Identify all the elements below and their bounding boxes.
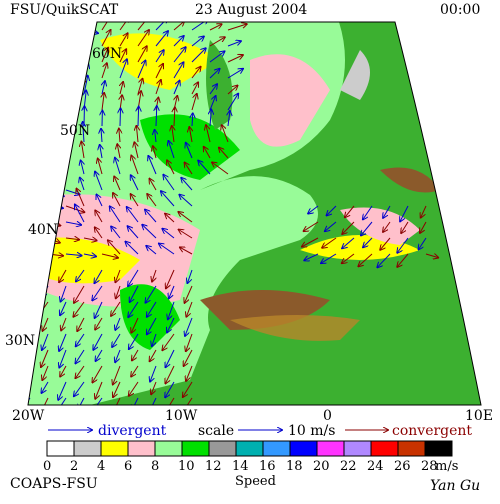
wind-arrow xyxy=(64,143,66,158)
colorbar-swatch xyxy=(344,441,371,456)
colorbar-swatch xyxy=(317,441,344,456)
lon-label: 10W xyxy=(165,408,198,424)
wind-arrow xyxy=(20,382,30,397)
wind-arrow xyxy=(66,78,85,82)
wind-arrow xyxy=(30,174,43,175)
colorbar-swatch xyxy=(74,441,101,456)
colorbar-swatch xyxy=(290,441,317,456)
header-right: 00:00 xyxy=(440,2,480,18)
legend: divergent scale 10 m/s convergent xyxy=(48,423,472,439)
footer-right: Yan Gu xyxy=(430,478,480,494)
wind-arrow xyxy=(48,190,64,196)
wind-arrow xyxy=(30,142,45,147)
wind-arrow xyxy=(43,270,48,281)
wind-arrow xyxy=(66,82,68,94)
wind-arrow xyxy=(48,62,64,67)
colorbar-label: 18 xyxy=(286,459,303,474)
colorbar-swatch xyxy=(128,441,155,456)
wind-arrow xyxy=(138,107,139,126)
lon-labels: 20W 10W 0 10E xyxy=(12,408,493,424)
lon-label: 0 xyxy=(323,408,332,424)
wind-arrow xyxy=(25,366,30,378)
legend-scale: scale xyxy=(198,423,234,439)
colorbar-swatch xyxy=(47,441,74,456)
wind-arrow xyxy=(66,62,81,65)
lat-label: 40N xyxy=(28,222,58,238)
colorbar-label: 24 xyxy=(367,459,384,474)
header-center: 23 August 2004 xyxy=(195,2,307,18)
wind-arrow xyxy=(48,78,65,82)
map-field xyxy=(0,0,500,420)
colorbar-label: 6 xyxy=(124,459,132,474)
lat-label: 50N xyxy=(60,123,90,139)
wind-arrow xyxy=(48,158,61,163)
wind-arrow xyxy=(48,110,66,112)
header-left: FSU/QuikSCAT xyxy=(10,2,119,18)
colorbar-swatch xyxy=(236,441,263,456)
wind-arrow xyxy=(30,126,43,129)
wind-arrow xyxy=(48,30,63,33)
lat-label: 30N xyxy=(5,333,35,349)
colorbar-label: 16 xyxy=(259,459,276,474)
colorbar-label: 22 xyxy=(340,459,357,474)
lon-label: 10E xyxy=(465,408,493,424)
wind-arrow xyxy=(66,30,85,32)
colorbar-label: 26 xyxy=(394,459,411,474)
colorbar-label: 2 xyxy=(70,459,78,474)
colorbar-swatch xyxy=(155,441,182,456)
colorbar-swatch xyxy=(182,441,209,456)
colorbar-swatch xyxy=(209,441,236,456)
wind-arrow xyxy=(24,286,30,297)
wind-arrow xyxy=(30,46,46,50)
wind-arrow xyxy=(66,46,79,49)
wind-arrow xyxy=(84,33,90,46)
colorbar-swatch xyxy=(398,441,425,456)
wind-arrow xyxy=(48,174,59,178)
wind-arrow xyxy=(30,110,46,112)
wind-arrow xyxy=(30,206,44,210)
wind-arrow xyxy=(24,318,30,330)
colorbar-unit: m/s xyxy=(435,459,458,474)
colorbar-swatch xyxy=(101,441,128,456)
wind-arrow xyxy=(30,254,45,256)
colorbar-swatch xyxy=(263,441,290,456)
wind-arrow xyxy=(48,46,61,48)
legend-divergent: divergent xyxy=(98,423,167,439)
colorbar-label: 14 xyxy=(232,459,249,474)
wind-arrow xyxy=(30,62,42,64)
wind-arrow xyxy=(30,238,46,242)
lon-label: 20W xyxy=(12,408,45,424)
wind-arrow xyxy=(30,94,43,99)
wind-arrow xyxy=(30,158,46,164)
wind-arrow xyxy=(120,108,121,126)
wind-arrow xyxy=(30,78,45,81)
wind-arrow xyxy=(48,142,65,148)
wind-arrow xyxy=(30,190,44,193)
wind-arrow xyxy=(25,270,30,281)
wind-arrow xyxy=(63,160,66,174)
colorbar-label: 8 xyxy=(151,459,159,474)
wind-arrow xyxy=(48,94,60,96)
colorbar-swatch xyxy=(425,441,452,456)
colorbar-label: 4 xyxy=(97,459,105,474)
footer-left: COAPS-FSU xyxy=(10,476,98,492)
colorbar-title: Speed xyxy=(235,474,276,489)
colorbar-label: 12 xyxy=(205,459,222,474)
wind-arrow xyxy=(66,92,68,110)
wind-arrow xyxy=(30,30,46,34)
legend-convergent: convergent xyxy=(392,423,472,439)
legend-scale-value: 10 m/s xyxy=(288,423,335,439)
lat-label: 60N xyxy=(92,46,122,62)
wind-arrow xyxy=(20,350,30,367)
colorbar-label: 10 xyxy=(178,459,195,474)
colorbar-label: 20 xyxy=(313,459,330,474)
wind-arrow xyxy=(24,302,30,315)
colorbar-label: 0 xyxy=(43,459,51,474)
colorbar-swatch xyxy=(371,441,398,456)
